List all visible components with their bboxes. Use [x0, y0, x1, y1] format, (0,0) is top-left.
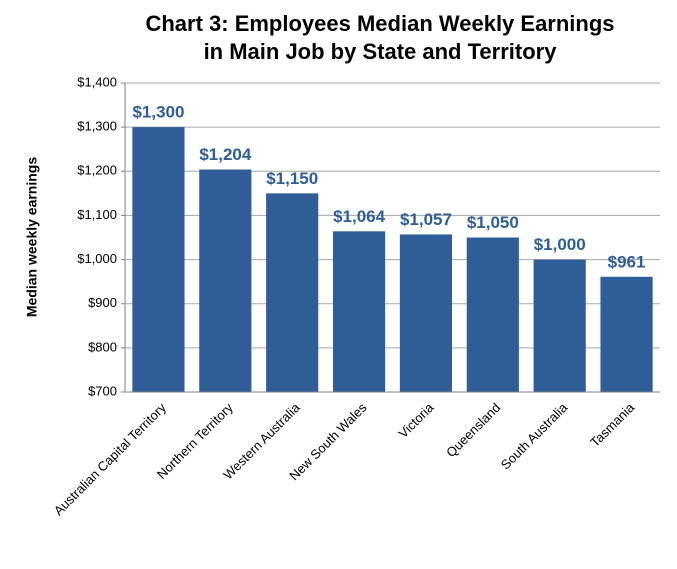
bar	[600, 276, 653, 392]
bar	[332, 231, 386, 392]
bar	[132, 127, 185, 393]
bar	[266, 193, 319, 392]
x-tick-label: Queensland	[443, 400, 503, 460]
x-tick-label: Australian Capital Territory	[51, 400, 170, 519]
value-label: $1,064	[333, 207, 386, 226]
bar	[466, 237, 519, 392]
chart-title: Chart 3: Employees Median Weekly Earning…	[145, 11, 614, 36]
value-label: $1,204	[199, 145, 252, 164]
y-axis-label: Median weekly earnings	[24, 157, 40, 317]
value-label: $1,150	[266, 169, 318, 188]
y-tick-label: $800	[88, 339, 117, 354]
y-tick-label: $1,400	[77, 74, 117, 89]
value-label: $961	[608, 252, 646, 271]
x-tick-label: Tasmania	[587, 399, 637, 449]
chart-title: in Main Job by State and Territory	[204, 39, 558, 64]
y-tick-label: $1,000	[77, 251, 117, 266]
value-label: $1,050	[467, 213, 519, 232]
x-tick-label: South Australia	[498, 399, 571, 472]
y-tick-label: $1,300	[77, 119, 117, 134]
bar	[399, 234, 453, 392]
x-tick-label: Victoria	[395, 399, 437, 441]
y-tick-label: $900	[88, 295, 117, 310]
bar	[533, 259, 586, 392]
y-tick-label: $700	[88, 383, 117, 398]
value-label: $1,300	[132, 103, 184, 122]
value-label: $1,000	[534, 235, 586, 254]
value-label: $1,057	[400, 210, 452, 229]
bar	[199, 169, 252, 392]
y-tick-label: $1,100	[77, 207, 117, 222]
y-tick-label: $1,200	[77, 163, 117, 178]
